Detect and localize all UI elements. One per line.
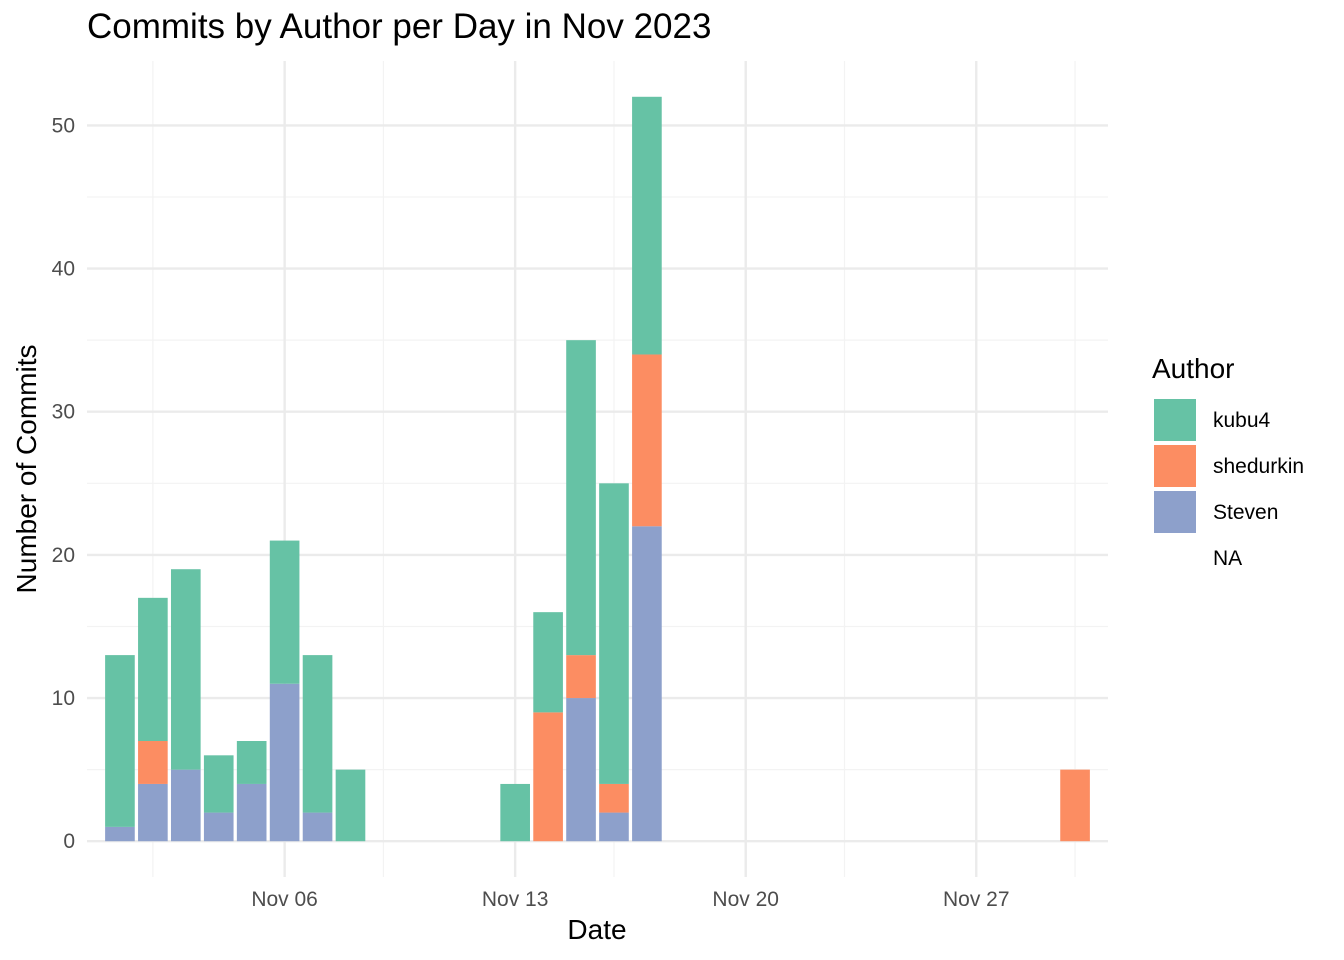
bar-segment-shedurkin: [566, 655, 596, 699]
bar-segment-steven: [302, 812, 333, 842]
bar-segment-kubu4: [203, 755, 234, 813]
bar-segment-steven: [138, 783, 168, 842]
bar-segment-kubu4: [335, 769, 366, 842]
bar-segment-kubu4: [138, 597, 168, 741]
bar-segment-kubu4: [170, 569, 201, 770]
y-axis-ticks: 0 10 20 30 40 50: [52, 114, 75, 853]
bar-segment-shedurkin: [632, 354, 662, 527]
bar-segment-steven: [236, 783, 267, 842]
x-tick-label: Nov 06: [251, 888, 318, 911]
y-tick-label: 10: [52, 687, 75, 710]
bar-segment-steven: [105, 826, 135, 842]
legend-label-na: NA: [1213, 547, 1242, 570]
legend-keys: kubu4 shedurkin Steven NA: [1154, 399, 1304, 570]
bar-segment-steven: [170, 769, 201, 842]
bar-segment-steven: [269, 683, 300, 842]
chart-title: Commits by Author per Day in Nov 2023: [87, 7, 711, 46]
x-axis-title: Date: [567, 914, 626, 945]
y-tick-label: 20: [52, 544, 75, 567]
bar-segment-steven: [566, 698, 596, 842]
x-tick-label: Nov 13: [482, 888, 549, 911]
bar-segment-kubu4: [269, 540, 300, 684]
y-tick-label: 50: [52, 114, 75, 137]
bar-segment-kubu4: [632, 96, 662, 355]
x-tick-label: Nov 20: [712, 888, 779, 911]
y-tick-label: 0: [63, 830, 75, 853]
bar-segment-shedurkin: [599, 783, 629, 813]
bar-segment-kubu4: [302, 655, 333, 813]
legend-title: Author: [1152, 353, 1235, 384]
bar-segment-steven: [599, 812, 629, 842]
bar-segment-kubu4: [500, 783, 530, 842]
bar-segment-kubu4: [105, 655, 135, 827]
bar-segment-shedurkin: [138, 741, 168, 784]
legend-swatch-kubu4: [1154, 399, 1196, 441]
legend-swatch-steven: [1154, 491, 1196, 533]
x-axis-ticks: Nov 06 Nov 13 Nov 20 Nov 27: [251, 888, 1009, 911]
bar-segment-kubu4: [533, 612, 563, 713]
legend-swatch-shedurkin: [1154, 445, 1196, 487]
bar-segment-steven: [632, 526, 662, 842]
legend-label-kubu4: kubu4: [1213, 409, 1271, 432]
legend: Author kubu4 shedurkin Steven NA: [1152, 353, 1304, 570]
bar-segment-kubu4: [236, 741, 267, 784]
x-tick-label: Nov 27: [943, 888, 1010, 911]
y-tick-label: 30: [52, 401, 75, 424]
bar-segment-kubu4: [566, 340, 596, 656]
bar-segment-steven: [203, 812, 234, 842]
y-axis-title: Number of Commits: [11, 345, 42, 594]
legend-label-shedurkin: shedurkin: [1213, 455, 1304, 478]
bars-layer: [105, 96, 1090, 842]
bar-segment-kubu4: [599, 483, 629, 784]
bar-segment-shedurkin: [1060, 769, 1090, 842]
legend-label-steven: Steven: [1213, 501, 1278, 524]
bar-segment-shedurkin: [533, 712, 563, 842]
y-tick-label: 40: [52, 258, 75, 281]
